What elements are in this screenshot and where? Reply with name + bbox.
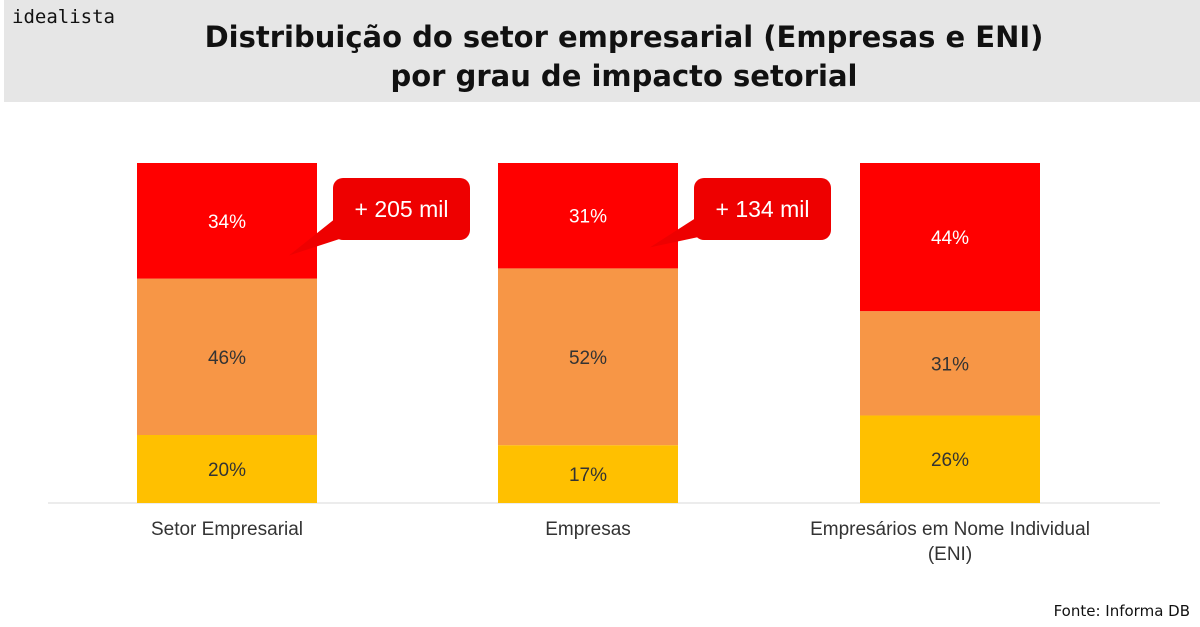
bar-segment-1-1	[498, 268, 678, 446]
bar-segment-1-2	[498, 163, 678, 269]
category-label-0: Setor Empresarial	[151, 519, 303, 540]
segment-label-0-2: 34%	[208, 212, 246, 233]
segment-label-0-1: 46%	[208, 348, 246, 369]
bar-segment-0-0	[137, 435, 317, 503]
chart-title-line-2: por grau de impacto setorial	[390, 59, 858, 93]
header-bar: idealista Distribuição do setor empresar…	[4, 0, 1200, 102]
segment-labels-group: 20% 46% 34% 17% 52% 31% 26% 31% 44%	[208, 207, 969, 486]
category-labels-group: Setor Empresarial Empresas Empresários em …	[151, 519, 1090, 565]
callout-box-1	[694, 178, 831, 240]
source-note: Fonte: Informa DB	[1053, 602, 1190, 620]
segment-label-2-0: 26%	[931, 450, 969, 471]
segment-label-1-2: 31%	[569, 207, 607, 228]
bars-group	[137, 163, 1040, 503]
segment-label-1-1: 52%	[569, 348, 607, 369]
category-label-2: Empresários em Nome Individual	[810, 519, 1090, 540]
bar-segment-2-1	[860, 311, 1040, 416]
callout-text-1: + 134 mil	[716, 196, 810, 222]
category-label-2-line-1: (ENI)	[928, 544, 972, 565]
bar-segment-2-2	[860, 163, 1040, 312]
callout-box-0	[333, 178, 470, 240]
chart-title-line-1: Distribuição do setor empresarial (Empre…	[204, 20, 1044, 54]
callouts-group: + 205 mil + 134 mil	[289, 178, 831, 256]
segment-label-2-1: 31%	[931, 354, 969, 375]
segment-label-0-0: 20%	[208, 460, 246, 481]
bar-segment-0-2	[137, 163, 317, 279]
bar-segment-2-0	[860, 415, 1040, 503]
segment-label-1-0: 17%	[569, 465, 607, 486]
bar-segment-1-0	[498, 445, 678, 503]
category-label-1: Empresas	[545, 519, 631, 540]
callout-text-0: + 205 mil	[355, 196, 449, 222]
segment-label-2-2: 44%	[931, 228, 969, 249]
bar-segment-0-1	[137, 278, 317, 435]
idealista-logo: idealista	[12, 6, 115, 28]
